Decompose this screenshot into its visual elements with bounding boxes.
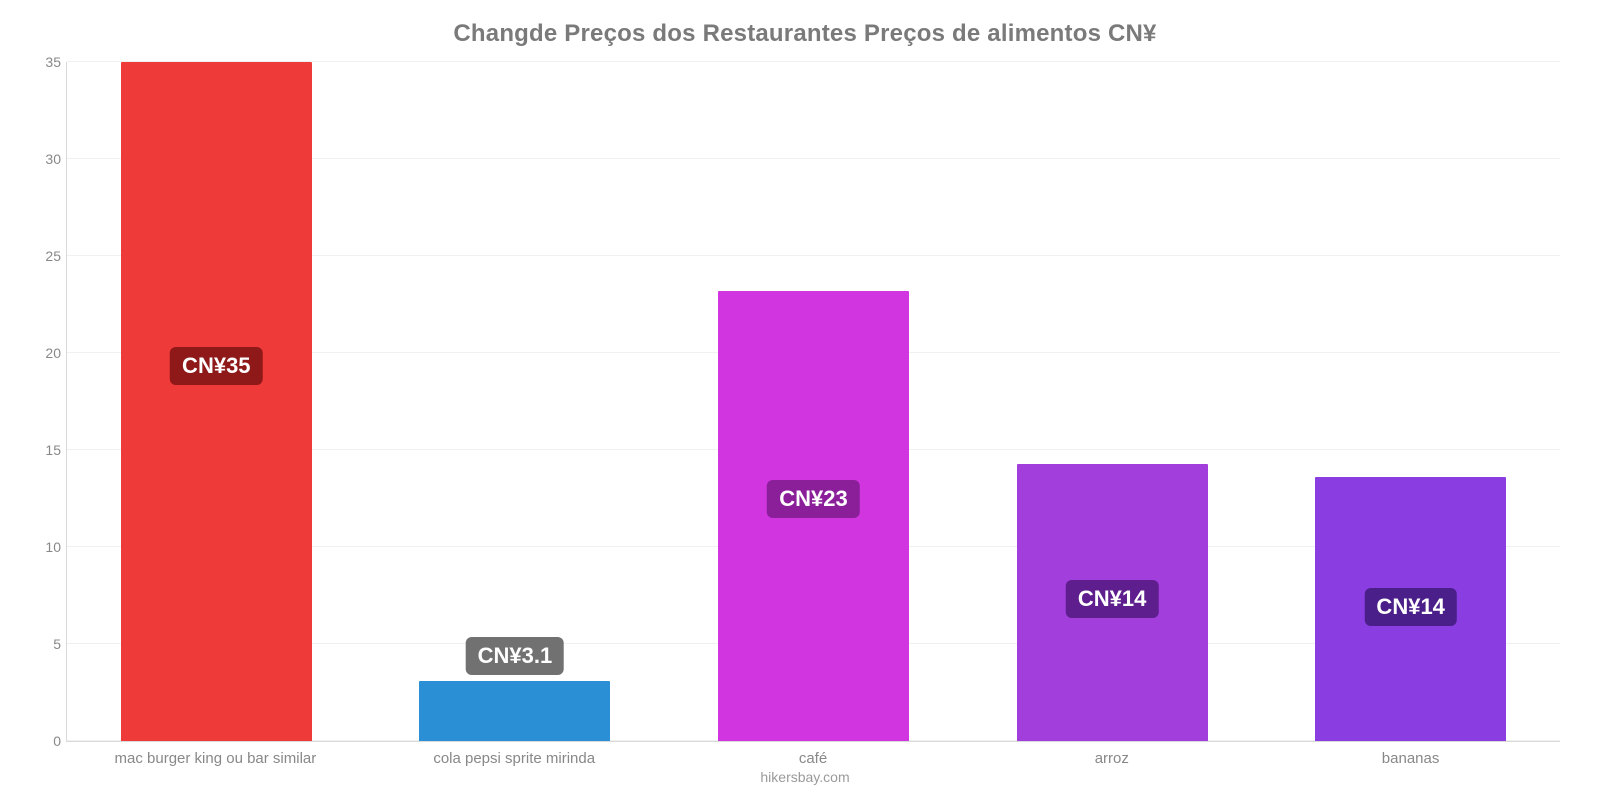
value-badge: CN¥23 bbox=[767, 480, 859, 518]
bar: CN¥14 bbox=[1017, 464, 1208, 741]
y-tick-label: 15 bbox=[37, 442, 61, 458]
x-tick-label: arroz bbox=[962, 742, 1261, 767]
bars-row: CN¥35 CN¥3.1 CN¥23 CN¥14 CN¥14 bbox=[67, 62, 1560, 741]
bar-slot: CN¥14 bbox=[1261, 62, 1560, 741]
y-tick-label: 20 bbox=[37, 345, 61, 361]
x-tick-label: bananas bbox=[1261, 742, 1560, 767]
value-badge: CN¥3.1 bbox=[466, 637, 565, 675]
chart-footer: hikersbay.com bbox=[40, 769, 1570, 785]
bar-slot: CN¥35 bbox=[67, 62, 366, 741]
bar: CN¥35 bbox=[121, 62, 312, 741]
plot-area: 05101520253035 CN¥35CN¥3.1CN¥23CN¥14CN¥1… bbox=[66, 62, 1560, 742]
bar-slot: CN¥23 bbox=[664, 62, 963, 741]
y-tick-label: 25 bbox=[37, 248, 61, 264]
bar-slot: CN¥3.1 bbox=[366, 62, 665, 741]
value-badge: CN¥14 bbox=[1364, 588, 1456, 626]
x-tick-label: cola pepsi sprite mirinda bbox=[365, 742, 664, 767]
bar: CN¥23 bbox=[718, 291, 909, 741]
bar: CN¥14 bbox=[1315, 477, 1506, 741]
y-tick-label: 0 bbox=[37, 733, 61, 749]
y-tick-label: 30 bbox=[37, 151, 61, 167]
value-badge: CN¥14 bbox=[1066, 580, 1158, 618]
y-tick-label: 10 bbox=[37, 539, 61, 555]
price-bar-chart: Changde Preços dos Restaurantes Preços d… bbox=[0, 0, 1600, 800]
y-tick-label: 5 bbox=[37, 636, 61, 652]
x-tick-label: mac burger king ou bar similar bbox=[66, 742, 365, 767]
x-axis-labels: mac burger king ou bar similarcola pepsi… bbox=[66, 742, 1560, 767]
bar-slot: CN¥14 bbox=[963, 62, 1262, 741]
value-badge: CN¥35 bbox=[170, 347, 262, 385]
bar: CN¥3.1 bbox=[419, 681, 610, 741]
y-tick-label: 35 bbox=[37, 54, 61, 70]
x-tick-label: café bbox=[664, 742, 963, 767]
chart-title: Changde Preços dos Restaurantes Preços d… bbox=[40, 20, 1570, 48]
